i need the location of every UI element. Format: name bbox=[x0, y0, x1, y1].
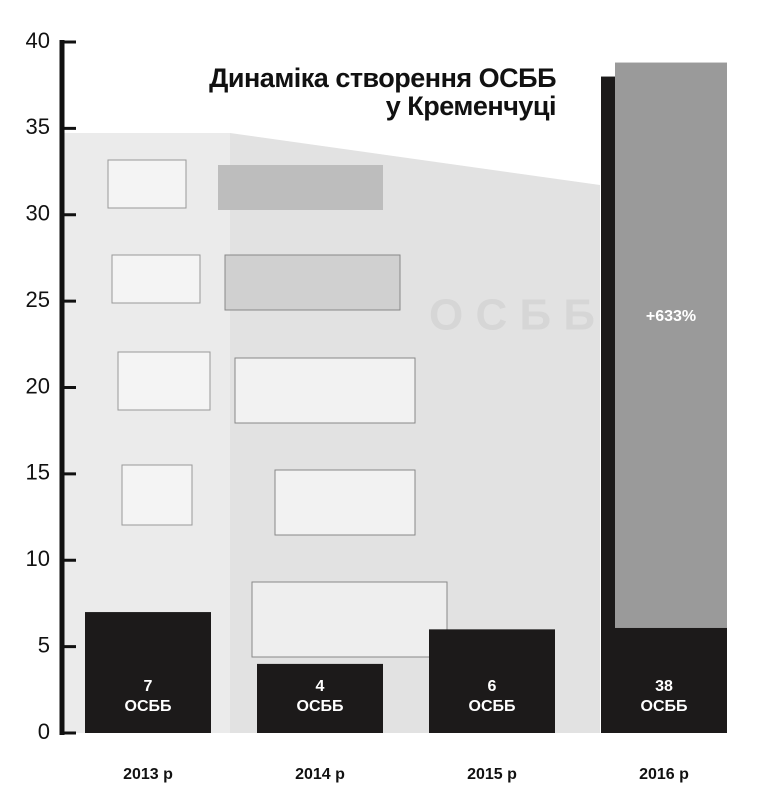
y-tick-label: 20 bbox=[26, 373, 50, 398]
y-tick-label: 0 bbox=[38, 719, 50, 744]
title-line: Динаміка створення ОСББ bbox=[209, 63, 556, 93]
value-label: 4 bbox=[316, 678, 325, 695]
value-unit: ОСББ bbox=[469, 698, 516, 715]
bar bbox=[429, 629, 555, 733]
svg-text:О С Б Б: О С Б Б bbox=[429, 291, 595, 340]
value-unit: ОСББ bbox=[125, 698, 172, 715]
value-unit: ОСББ bbox=[641, 698, 688, 715]
annotation-box bbox=[615, 62, 727, 628]
x-tick-label: 2016 р bbox=[639, 766, 689, 783]
y-tick-label: 10 bbox=[26, 546, 50, 571]
bar bbox=[257, 663, 383, 733]
chart-title: Динаміка створення ОСББ у Кременчуці bbox=[209, 63, 556, 121]
value-label: 7 bbox=[144, 678, 153, 695]
value-unit: ОСББ bbox=[297, 698, 344, 715]
title-line: у Кременчуці bbox=[386, 91, 556, 121]
annotation: +633% bbox=[646, 308, 696, 325]
y-tick-label: 30 bbox=[26, 201, 50, 226]
y-tick-label: 25 bbox=[26, 287, 50, 312]
bar bbox=[85, 612, 211, 733]
y-tick-label: 5 bbox=[38, 632, 50, 657]
x-tick-label: 2014 р bbox=[295, 766, 345, 783]
value-label: 38 bbox=[655, 678, 673, 695]
x-tick-label: 2013 р bbox=[123, 766, 173, 783]
y-tick-label: 40 bbox=[26, 28, 50, 53]
y-tick-label: 35 bbox=[26, 114, 50, 139]
background-photo: О С Б Б bbox=[62, 133, 600, 733]
value-label: 6 bbox=[488, 678, 497, 695]
y-tick-label: 15 bbox=[26, 460, 50, 485]
x-tick-label: 2015 р bbox=[467, 766, 517, 783]
